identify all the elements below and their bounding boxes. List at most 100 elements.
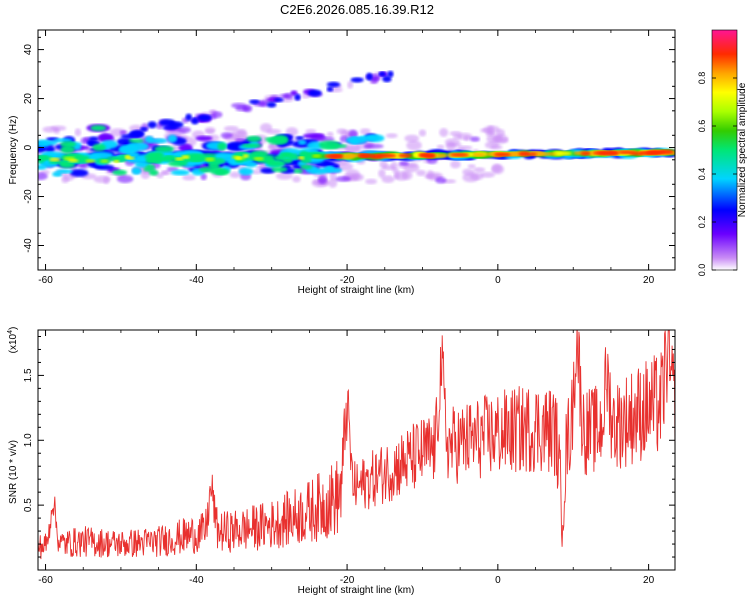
spectrogram-cell [116,175,134,184]
spectrogram-cell [518,151,530,157]
spectrogram-cell [140,127,148,132]
spectrogram-cell [92,143,106,152]
spectrogram-cell [445,143,463,148]
snr-scale-label: (x104) [7,327,19,354]
spectrogram-heat [38,70,675,188]
spectrogram-cell [302,133,325,139]
y-tick-label: 0.5 [23,498,34,512]
spectrogram-cell [276,172,293,180]
spectrogram-cell [61,176,70,184]
colorbar-tick-label: 0.6 [697,120,707,133]
spectrogram-cell [363,143,384,149]
spectrogram-cell [294,94,301,101]
snr-scale-exponent: 4 [7,330,14,334]
spectrogram-cell [326,81,341,88]
spectrogram-cell [467,164,476,169]
spectrogram-cell [629,151,644,156]
spectrogram-cell [326,86,334,92]
spectrogram-cell [370,78,379,84]
spectrogram-cell [235,156,242,161]
spectrogram-cell [140,170,151,180]
spectrogram-cell [229,171,241,178]
spectrogram-cell [457,132,473,141]
spectrogram-cell [223,125,239,132]
spectrogram-cell [119,130,127,135]
spectrogram-cell [418,153,429,158]
spectrogram-cell [242,104,253,113]
spectrogram-cell [295,136,305,141]
spectrogram-cell [325,165,335,172]
spectrogram-cell [343,144,361,152]
spectrogram-cell [242,154,249,158]
spectrogram-cell [70,169,89,177]
spectrogram-cell [418,129,427,137]
x-tick-label: 20 [643,275,655,286]
x-tick-label: -20 [340,575,355,586]
x-tick-label: 0 [495,275,501,286]
spectrogram-cell [131,167,142,175]
spectrogram-cell [147,152,160,159]
x-tick-label: -20 [340,275,355,286]
spectrogram-cell [68,159,79,163]
spectrogram-cell [149,138,168,144]
spectrogram-cell [167,121,184,129]
spectrogram-cell [639,151,660,156]
spectrogram-y-ticks: -40 -20 0 20 40 [23,36,675,259]
spectrogram-cell [311,154,322,158]
spectrogram-cell [253,156,264,161]
colorbar-tick-label: 0.0 [697,264,707,277]
spectrogram-cell [231,102,247,109]
spectrogram-cell [190,154,209,161]
spectrogram-panel: -60 -40 -20 0 20 -40 -20 0 20 40 Height of strai… [8,29,676,296]
spectrogram-cell [406,140,422,151]
spectrogram-cell [298,156,305,160]
spectrogram-cell [174,157,184,161]
spectrogram-cell [128,138,145,143]
spectrogram-cell [220,132,233,139]
spectrogram-cell [385,133,398,139]
spectrogram-cell [399,161,409,166]
spectrogram-cell [204,157,215,162]
colorbar-gradient [711,29,738,271]
spectrogram-cell [462,172,480,183]
spectrogram-cell [112,169,128,176]
spectrogram-cell [163,155,173,160]
spectrogram-cell [93,175,111,183]
spectrogram-x-label: Height of straight line (km) [298,285,415,296]
spectrogram-cell [448,166,458,176]
spectrogram-cell [125,144,139,154]
snr-x-ticks: -60 -40 -20 0 20 [38,330,655,586]
snr-panel: -60 -40 -20 0 20 0.5 1.0 1.5 Height of straigh… [7,327,676,596]
spectrogram-cell [358,135,379,141]
y-tick-label: -20 [23,189,34,204]
colorbar-tick-label: 0.4 [697,168,707,181]
spectrogram-cell [350,77,364,83]
snr-y-ticks: 0.5 1.0 1.5 [23,335,675,558]
spectrogram-cell [298,140,307,145]
spectrogram-cell [48,160,63,165]
colorbar-tick-label: 0.2 [697,216,707,229]
spectrogram-cell [339,135,348,143]
spectrogram-cell [52,171,63,177]
spectrogram-cell [171,144,180,153]
spectrogram-cell [268,143,279,149]
spectrogram-cell [182,174,196,181]
spectrogram-cell [242,143,262,148]
spectrogram-cell [185,113,192,121]
spectrogram-cell [238,167,254,176]
spectrogram-cell [494,152,511,157]
spectrogram-cell [382,75,392,83]
x-tick-label: 20 [643,575,655,586]
snr-frame [37,329,676,571]
spectrogram-cell [116,137,133,147]
spectrogram-cell [211,111,223,118]
spectrogram-cell [293,168,304,174]
spectrogram-cell [365,72,373,81]
x-tick-label: -60 [38,575,53,586]
spectrogram-cell [592,151,610,155]
spectrogram-cell [450,153,469,157]
spectrogram-cell [404,134,420,143]
spectrogram-cell [100,159,109,163]
spectrogram-cell [470,126,482,133]
spectrogram-cell [60,145,75,154]
